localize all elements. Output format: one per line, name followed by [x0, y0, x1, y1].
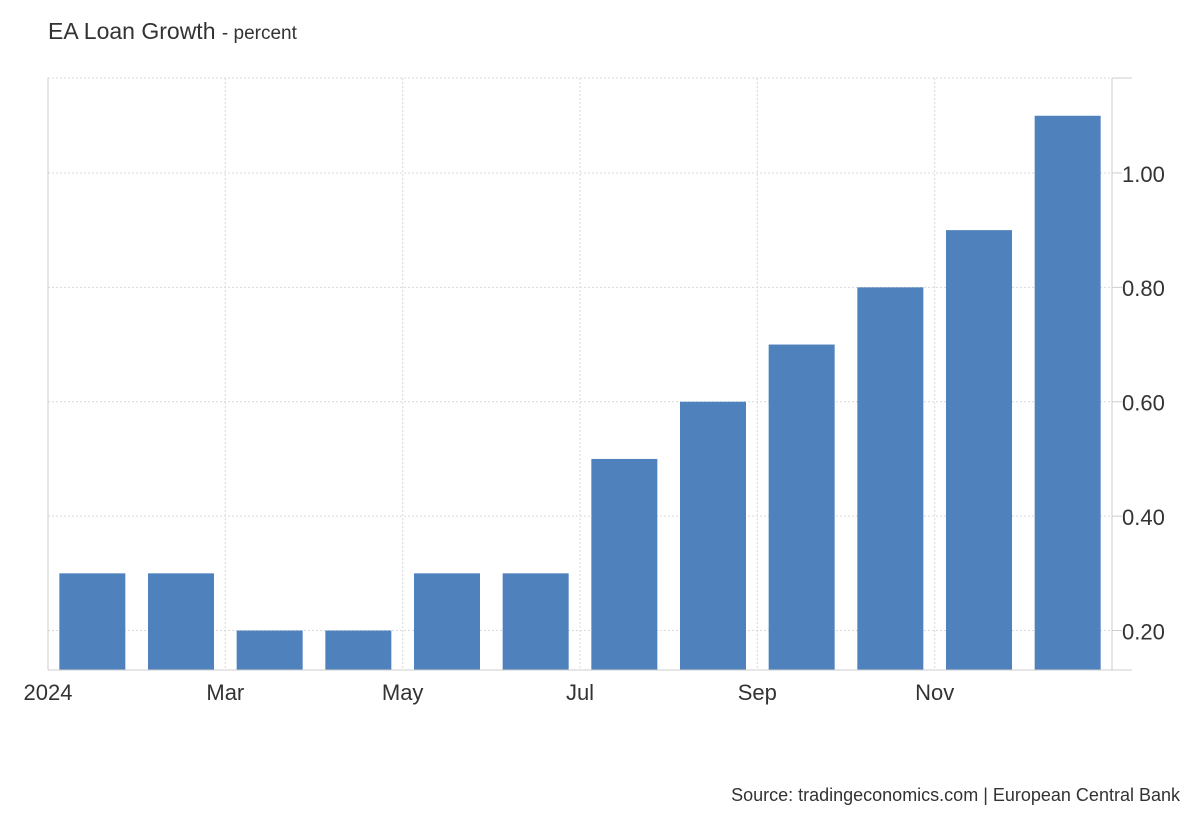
source-note: Source: tradingeconomics.com | European …: [731, 785, 1180, 805]
bar[interactable]: [946, 230, 1012, 671]
bars: [59, 115, 1101, 671]
bar[interactable]: [148, 573, 214, 670]
x-tick-label: Jul: [566, 680, 594, 705]
x-axis-labels: 2024 Mar May Jul Sep Nov: [24, 680, 955, 705]
x-tick-label: Mar: [206, 680, 244, 705]
x-tick-label: 2024: [24, 680, 73, 705]
grid-lines: [47, 77, 1112, 670]
bar[interactable]: [768, 344, 835, 670]
y-tick-label: 1.00: [1122, 162, 1165, 187]
chart-title-text: EA Loan Growth: [48, 18, 216, 44]
bar[interactable]: [857, 287, 924, 670]
y-tick-label: 0.80: [1122, 276, 1165, 301]
chart-subtitle: - percent: [221, 23, 297, 44]
x-tick-label: Nov: [915, 680, 954, 705]
y-tick-label: 0.20: [1122, 619, 1165, 644]
bar[interactable]: [236, 630, 303, 670]
y-tick-label: 0.40: [1122, 505, 1165, 530]
bar[interactable]: [414, 573, 480, 670]
bar[interactable]: [1034, 115, 1101, 670]
y-axis-labels: 0.20 0.40 0.60 0.80 1.00: [1122, 162, 1165, 645]
bar[interactable]: [591, 458, 658, 670]
x-tick-label: Sep: [738, 680, 777, 705]
bar[interactable]: [502, 573, 569, 670]
chart-title: EA Loan Growth - percent: [48, 18, 297, 45]
y-tick-label: 0.60: [1122, 391, 1165, 416]
axes: [47, 77, 1132, 671]
bar[interactable]: [325, 630, 392, 670]
bar[interactable]: [59, 573, 126, 670]
x-tick-label: May: [382, 680, 424, 705]
bar[interactable]: [680, 401, 746, 670]
